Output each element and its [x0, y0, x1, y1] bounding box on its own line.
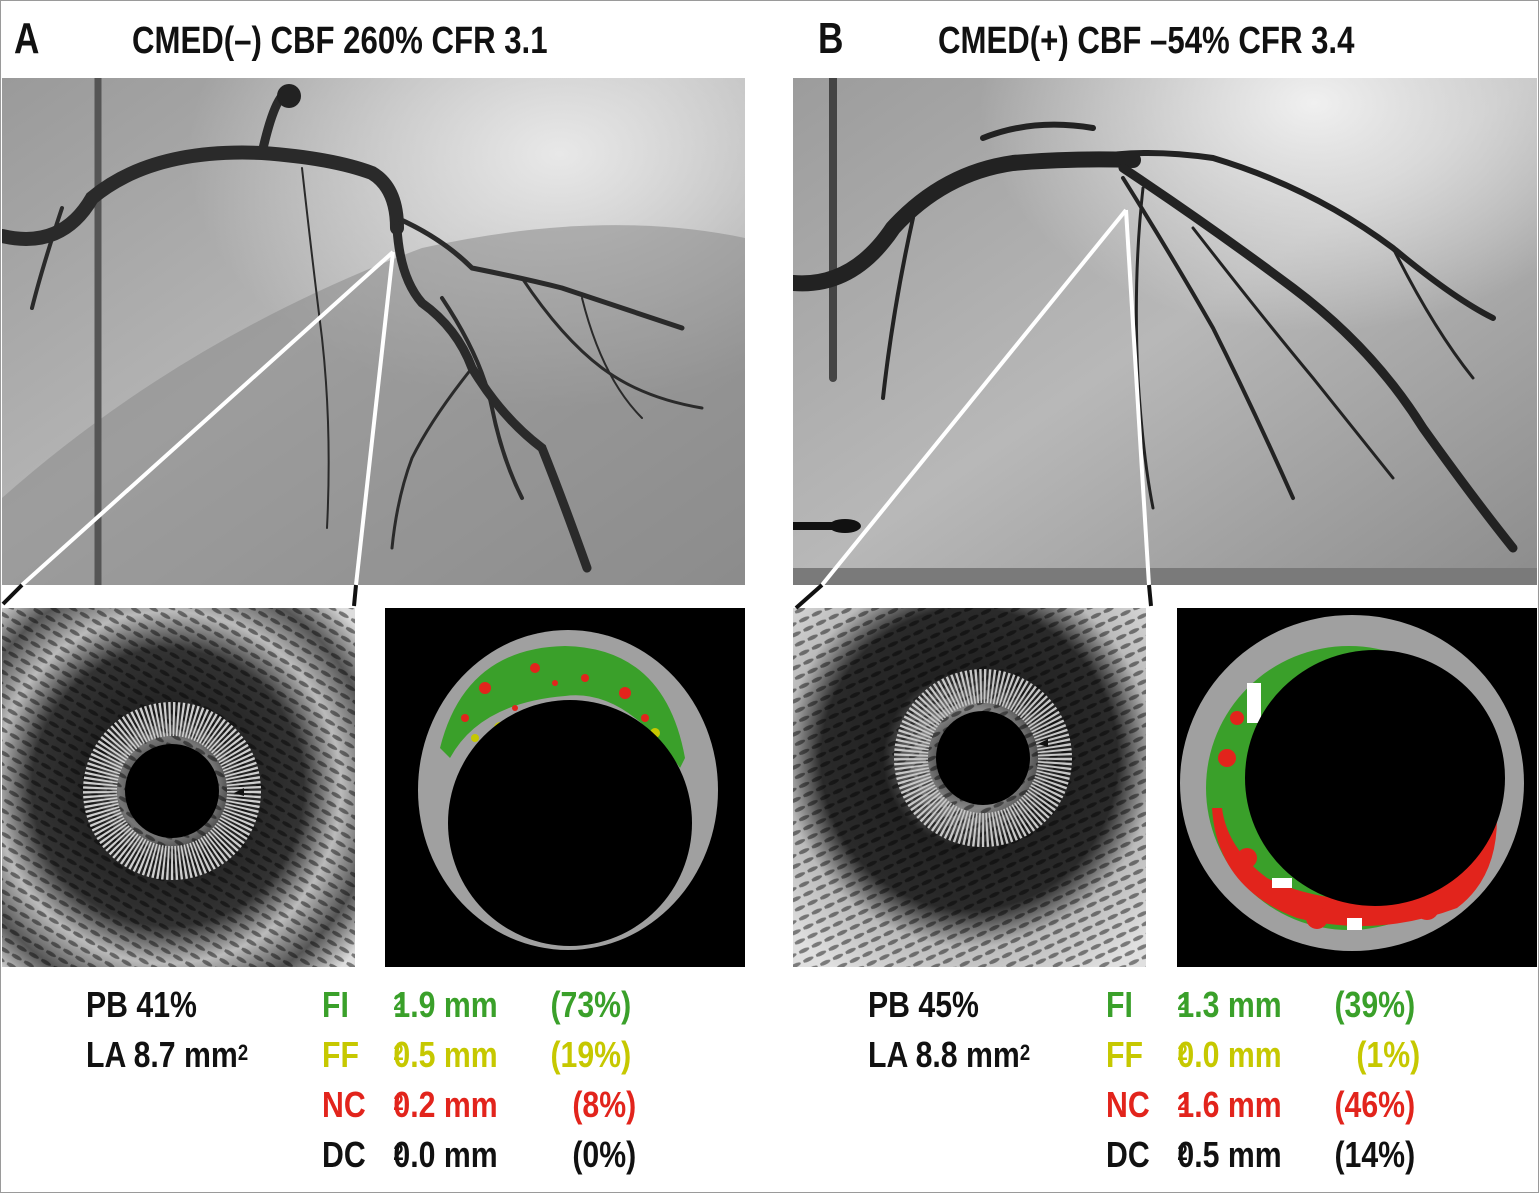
angiogram-a — [2, 78, 745, 585]
vh-map-b — [1177, 608, 1537, 967]
plaque-burden-a: PB 41% — [86, 984, 197, 1025]
panel-a-title: CMED(–) CBF 260% CFR 3.1 — [132, 20, 548, 62]
angiogram-b — [793, 78, 1537, 585]
panel-b-title: CMED(+) CBF –54% CFR 3.4 — [938, 20, 1355, 62]
lumen-area-a: LA 8.7 mm2 — [86, 1034, 249, 1075]
ivus-image-b — [793, 608, 1146, 967]
plaque-burden-b: PB 45% — [868, 984, 979, 1025]
ivus-image-a — [2, 608, 355, 967]
vh-map-a — [385, 608, 745, 967]
stats-b-plaque: PB 45% LA 8.8 mm2 — [868, 980, 1030, 1080]
lumen-area-b: LA 8.8 mm2 — [868, 1034, 1031, 1075]
stats-a-plaque: PB 41% LA 8.7 mm2 — [86, 980, 248, 1080]
panel-b-letter: B — [818, 14, 844, 63]
panel-a-letter: A — [14, 14, 40, 63]
